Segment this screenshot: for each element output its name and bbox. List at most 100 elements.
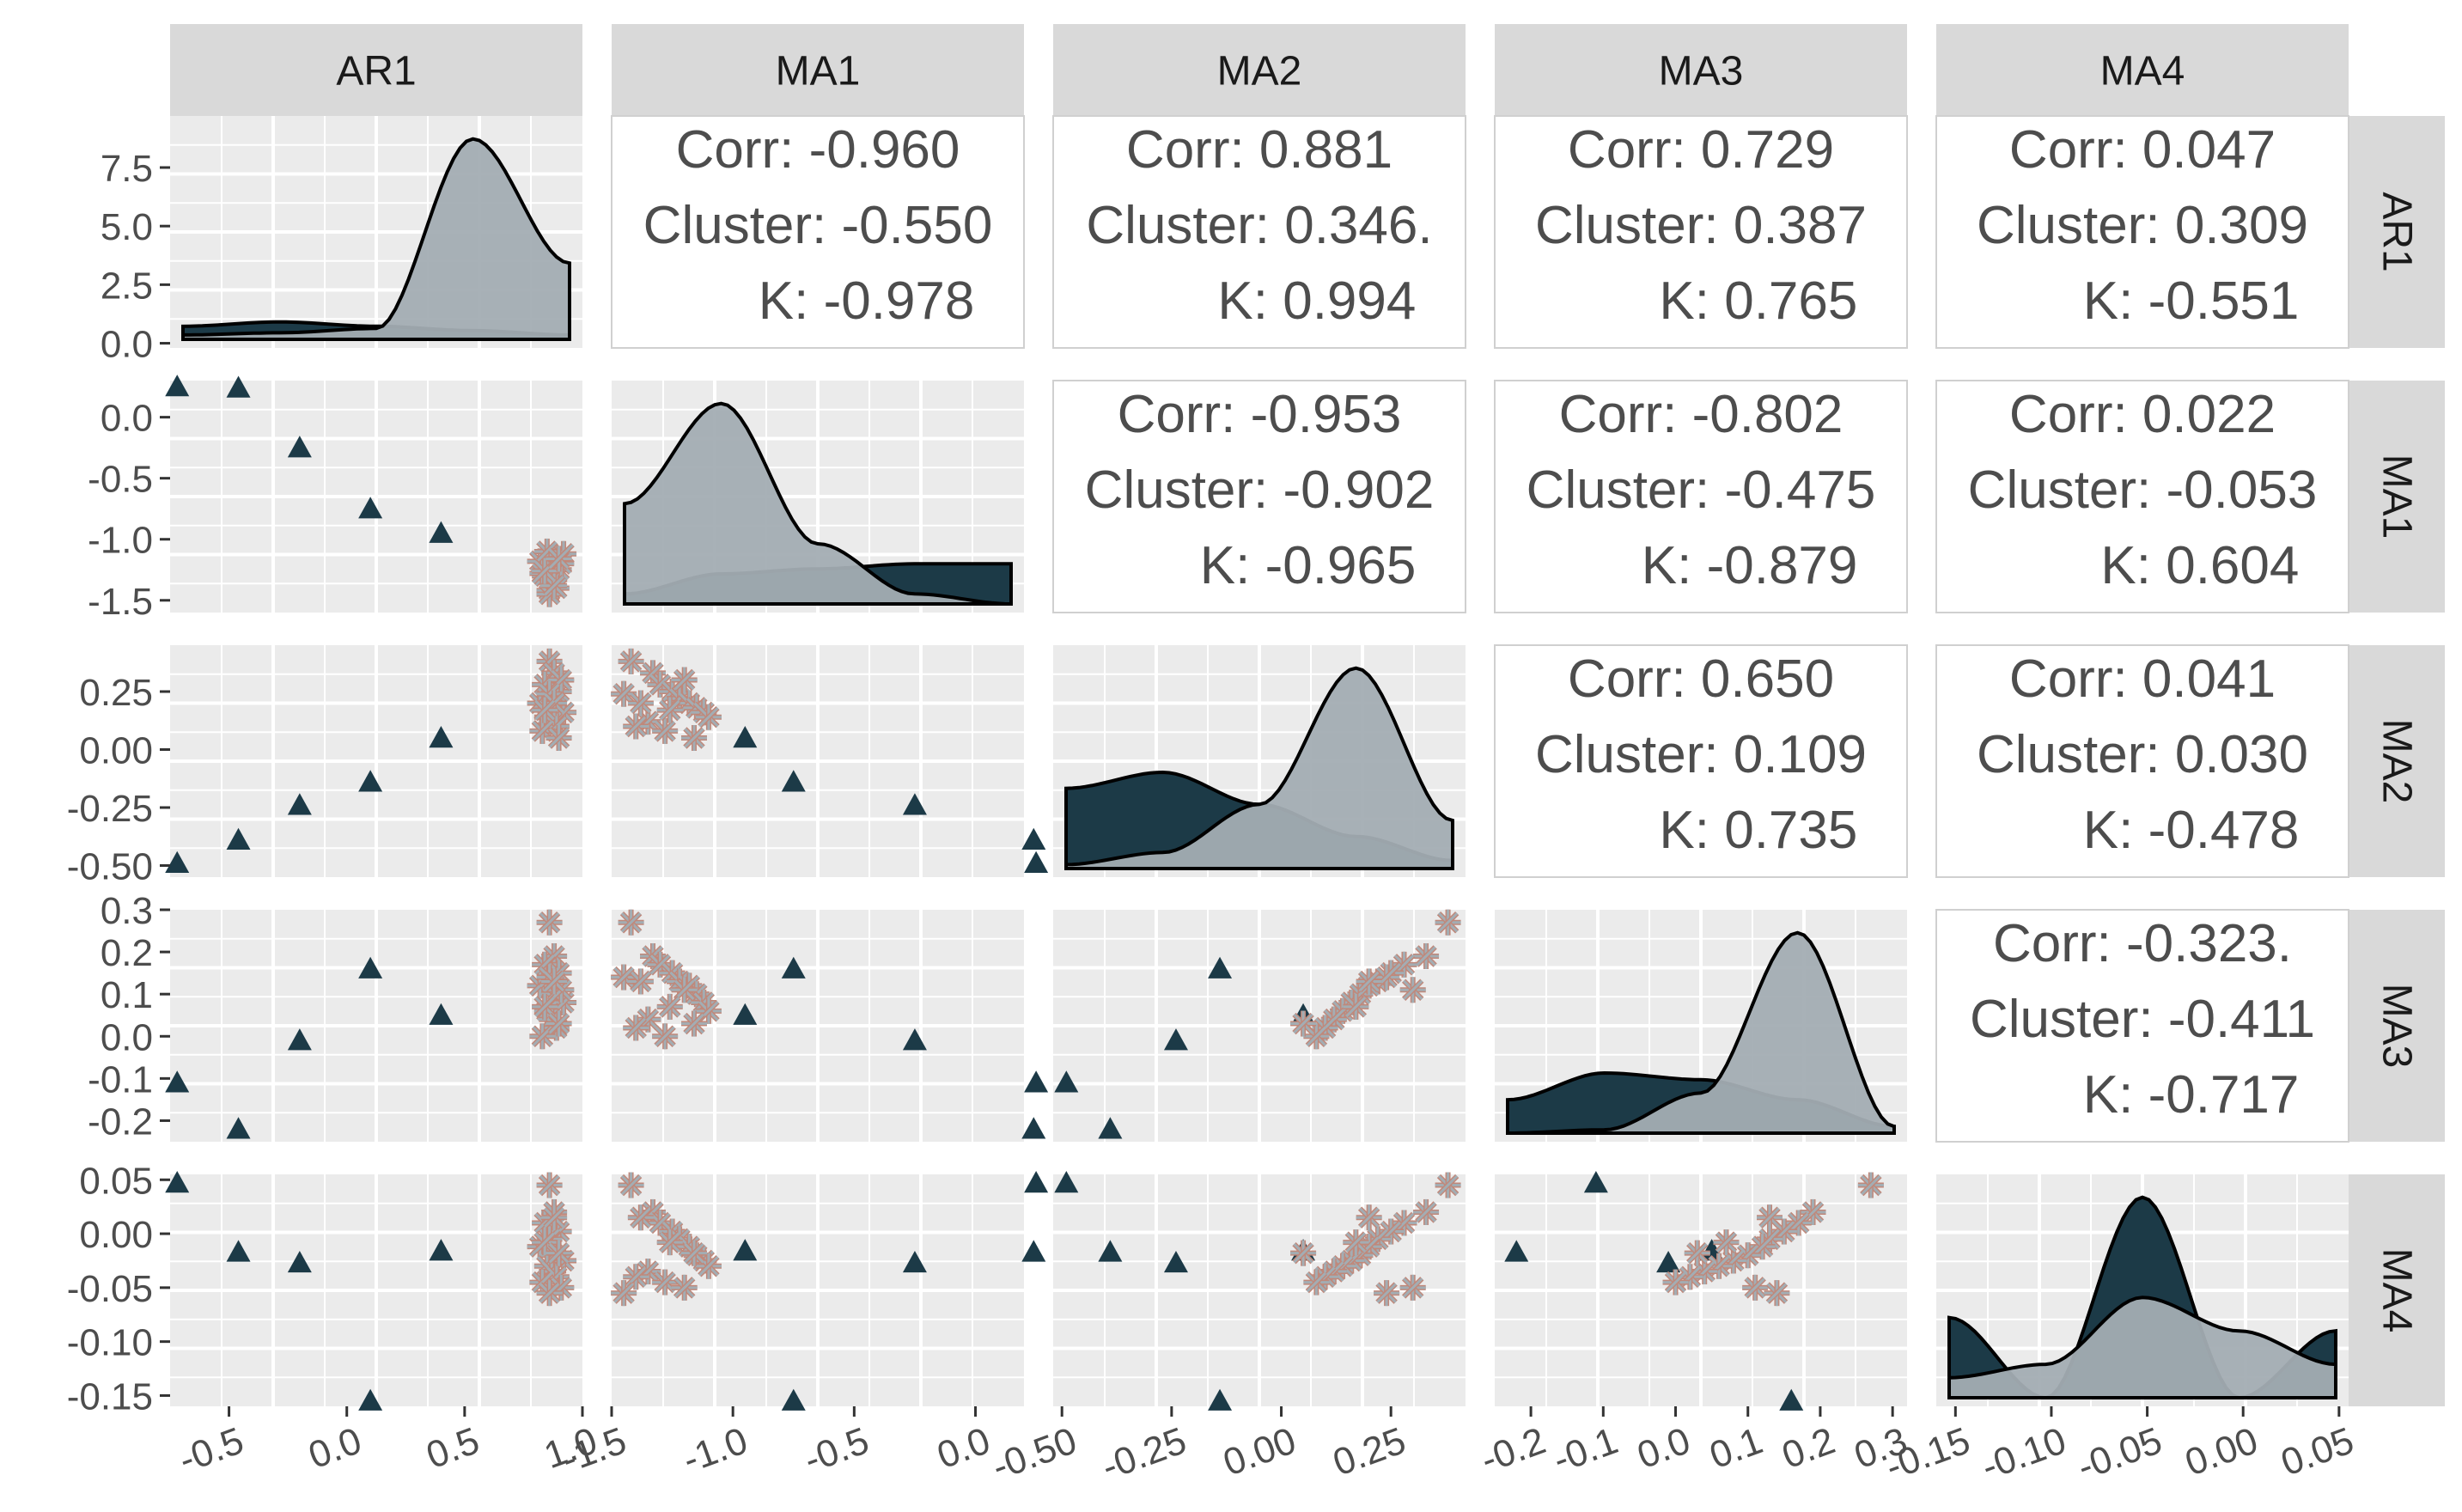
col-strip [612,24,1024,116]
asterisk-point [1713,1229,1740,1256]
scatter-panel [611,1171,1049,1411]
corr-text: Corr: 0.650 [1568,649,1834,709]
col-strip-label: MA3 [1659,49,1744,94]
y-tick-label: -0.2 [88,1100,153,1143]
y-tick-label: -0.50 [67,846,153,888]
corr-panel [1494,644,1908,878]
triangle-point [287,436,312,458]
row-strip [2349,116,2445,348]
corr-text: Cluster: 0.387 [1535,196,1867,255]
triangle-point [165,1070,190,1093]
row-strip [2349,645,2445,877]
asterisk-point [1662,1269,1689,1296]
x-tick-label: -0.05 [2072,1419,2167,1488]
x-tick-label: -0.1 [1548,1419,1624,1481]
triangle-point [733,726,758,748]
asterisk-point [1764,1280,1790,1307]
row-strip-label: MA4 [2374,1248,2420,1333]
triangle-point [1208,1388,1233,1411]
x-tick-label: 0.25 [1327,1419,1411,1484]
triangle-point [165,375,190,397]
density-panel [612,381,1024,613]
corr-text: Corr: -0.953 [1118,385,1402,444]
asterisk-point [681,725,707,751]
triangle-point [287,1250,312,1273]
triangle-point [781,770,806,792]
col-strip [1495,24,1907,116]
y-tick-label: 0.00 [79,1214,153,1256]
scatter-panel [611,645,1049,877]
y-tick-label: -1.5 [88,581,153,623]
triangle-point [226,375,251,398]
x-tick-label: 0.1 [1704,1419,1768,1477]
triangle-point [733,1003,758,1025]
asterisk-point [623,713,649,740]
asterisk-point [1800,1198,1826,1225]
scatter-panel [611,909,1049,1142]
corr-text: Cluster: -0.902 [1085,460,1435,520]
asterisk-point [536,648,563,674]
asterisk-point [627,1204,654,1231]
asterisk-point [1435,909,1461,936]
corr-text: Corr: 0.881 [1126,120,1392,180]
asterisk-point [541,968,568,995]
x-tick-label: -0.50 [987,1419,1082,1488]
x-tick-label: 0.2 [1776,1419,1840,1477]
asterisk-point [1374,1280,1400,1307]
triangle-point [226,827,251,850]
corr-text: Cluster: -0.475 [1527,460,1876,520]
triangle-point [226,1117,251,1139]
triangle-point [429,1003,454,1025]
y-tick-label: -1.0 [88,520,153,562]
asterisk-point [1290,1010,1317,1037]
x-tick-label: -0.10 [1976,1419,2071,1488]
scatter-panel [165,645,582,877]
x-tick-label: 0.05 [2276,1419,2359,1484]
row-strip-label: MA1 [2374,454,2420,540]
density-panel [1936,1174,2349,1406]
triangle-point [1779,1388,1804,1411]
y-tick-label: 0.05 [79,1160,153,1202]
scatter-panel [1495,1171,1907,1411]
triangle-point [902,1028,927,1051]
corr-panel [1052,380,1466,613]
asterisk-point [656,697,683,723]
corr-text: Corr: 0.729 [1568,120,1834,180]
x-tick-label: 0.0 [1632,1419,1696,1477]
scatter-panel [1053,1171,1466,1411]
y-tick-label: 0.25 [79,672,153,714]
asterisk-point [1857,1172,1884,1198]
asterisk-point [656,993,683,1020]
corr-text: Cluster: -0.550 [643,196,993,255]
y-tick-label: 0.0 [101,1016,153,1058]
density-curve-cluster [1064,666,1454,870]
corr-text: Cluster: 0.030 [1977,725,2308,784]
asterisk-point [532,993,558,1020]
x-tick-label: -0.5 [799,1419,874,1481]
corr-panel [1935,380,2349,613]
asterisk-point [545,546,572,572]
x-tick-label: 0.00 [1218,1419,1301,1484]
triangle-point [1656,1250,1681,1273]
asterisk-point [1742,1274,1769,1301]
row-strip [2349,381,2445,613]
triangle-point [1054,1171,1079,1193]
triangle-point [902,1250,927,1273]
triangle-point [226,1240,251,1262]
triangle-point [165,850,190,873]
scatter-panel [165,909,582,1142]
y-tick-label: 0.2 [101,932,153,974]
col-strip-label: MA2 [1217,49,1302,94]
col-strip [1053,24,1466,116]
asterisk-point [1290,1240,1317,1266]
triangle-point [1163,1028,1188,1051]
corr-panel [1935,115,2349,349]
triangle-point [1163,1250,1188,1273]
corr-text: K: 0.994 [1217,271,1416,331]
corr-text: K: -0.551 [2083,271,2300,331]
asterisk-point [671,977,698,1003]
asterisk-point [1435,1172,1461,1198]
y-tick-label: 0.3 [101,890,153,932]
triangle-point [733,1239,758,1261]
y-tick-label: 0.00 [79,730,153,772]
